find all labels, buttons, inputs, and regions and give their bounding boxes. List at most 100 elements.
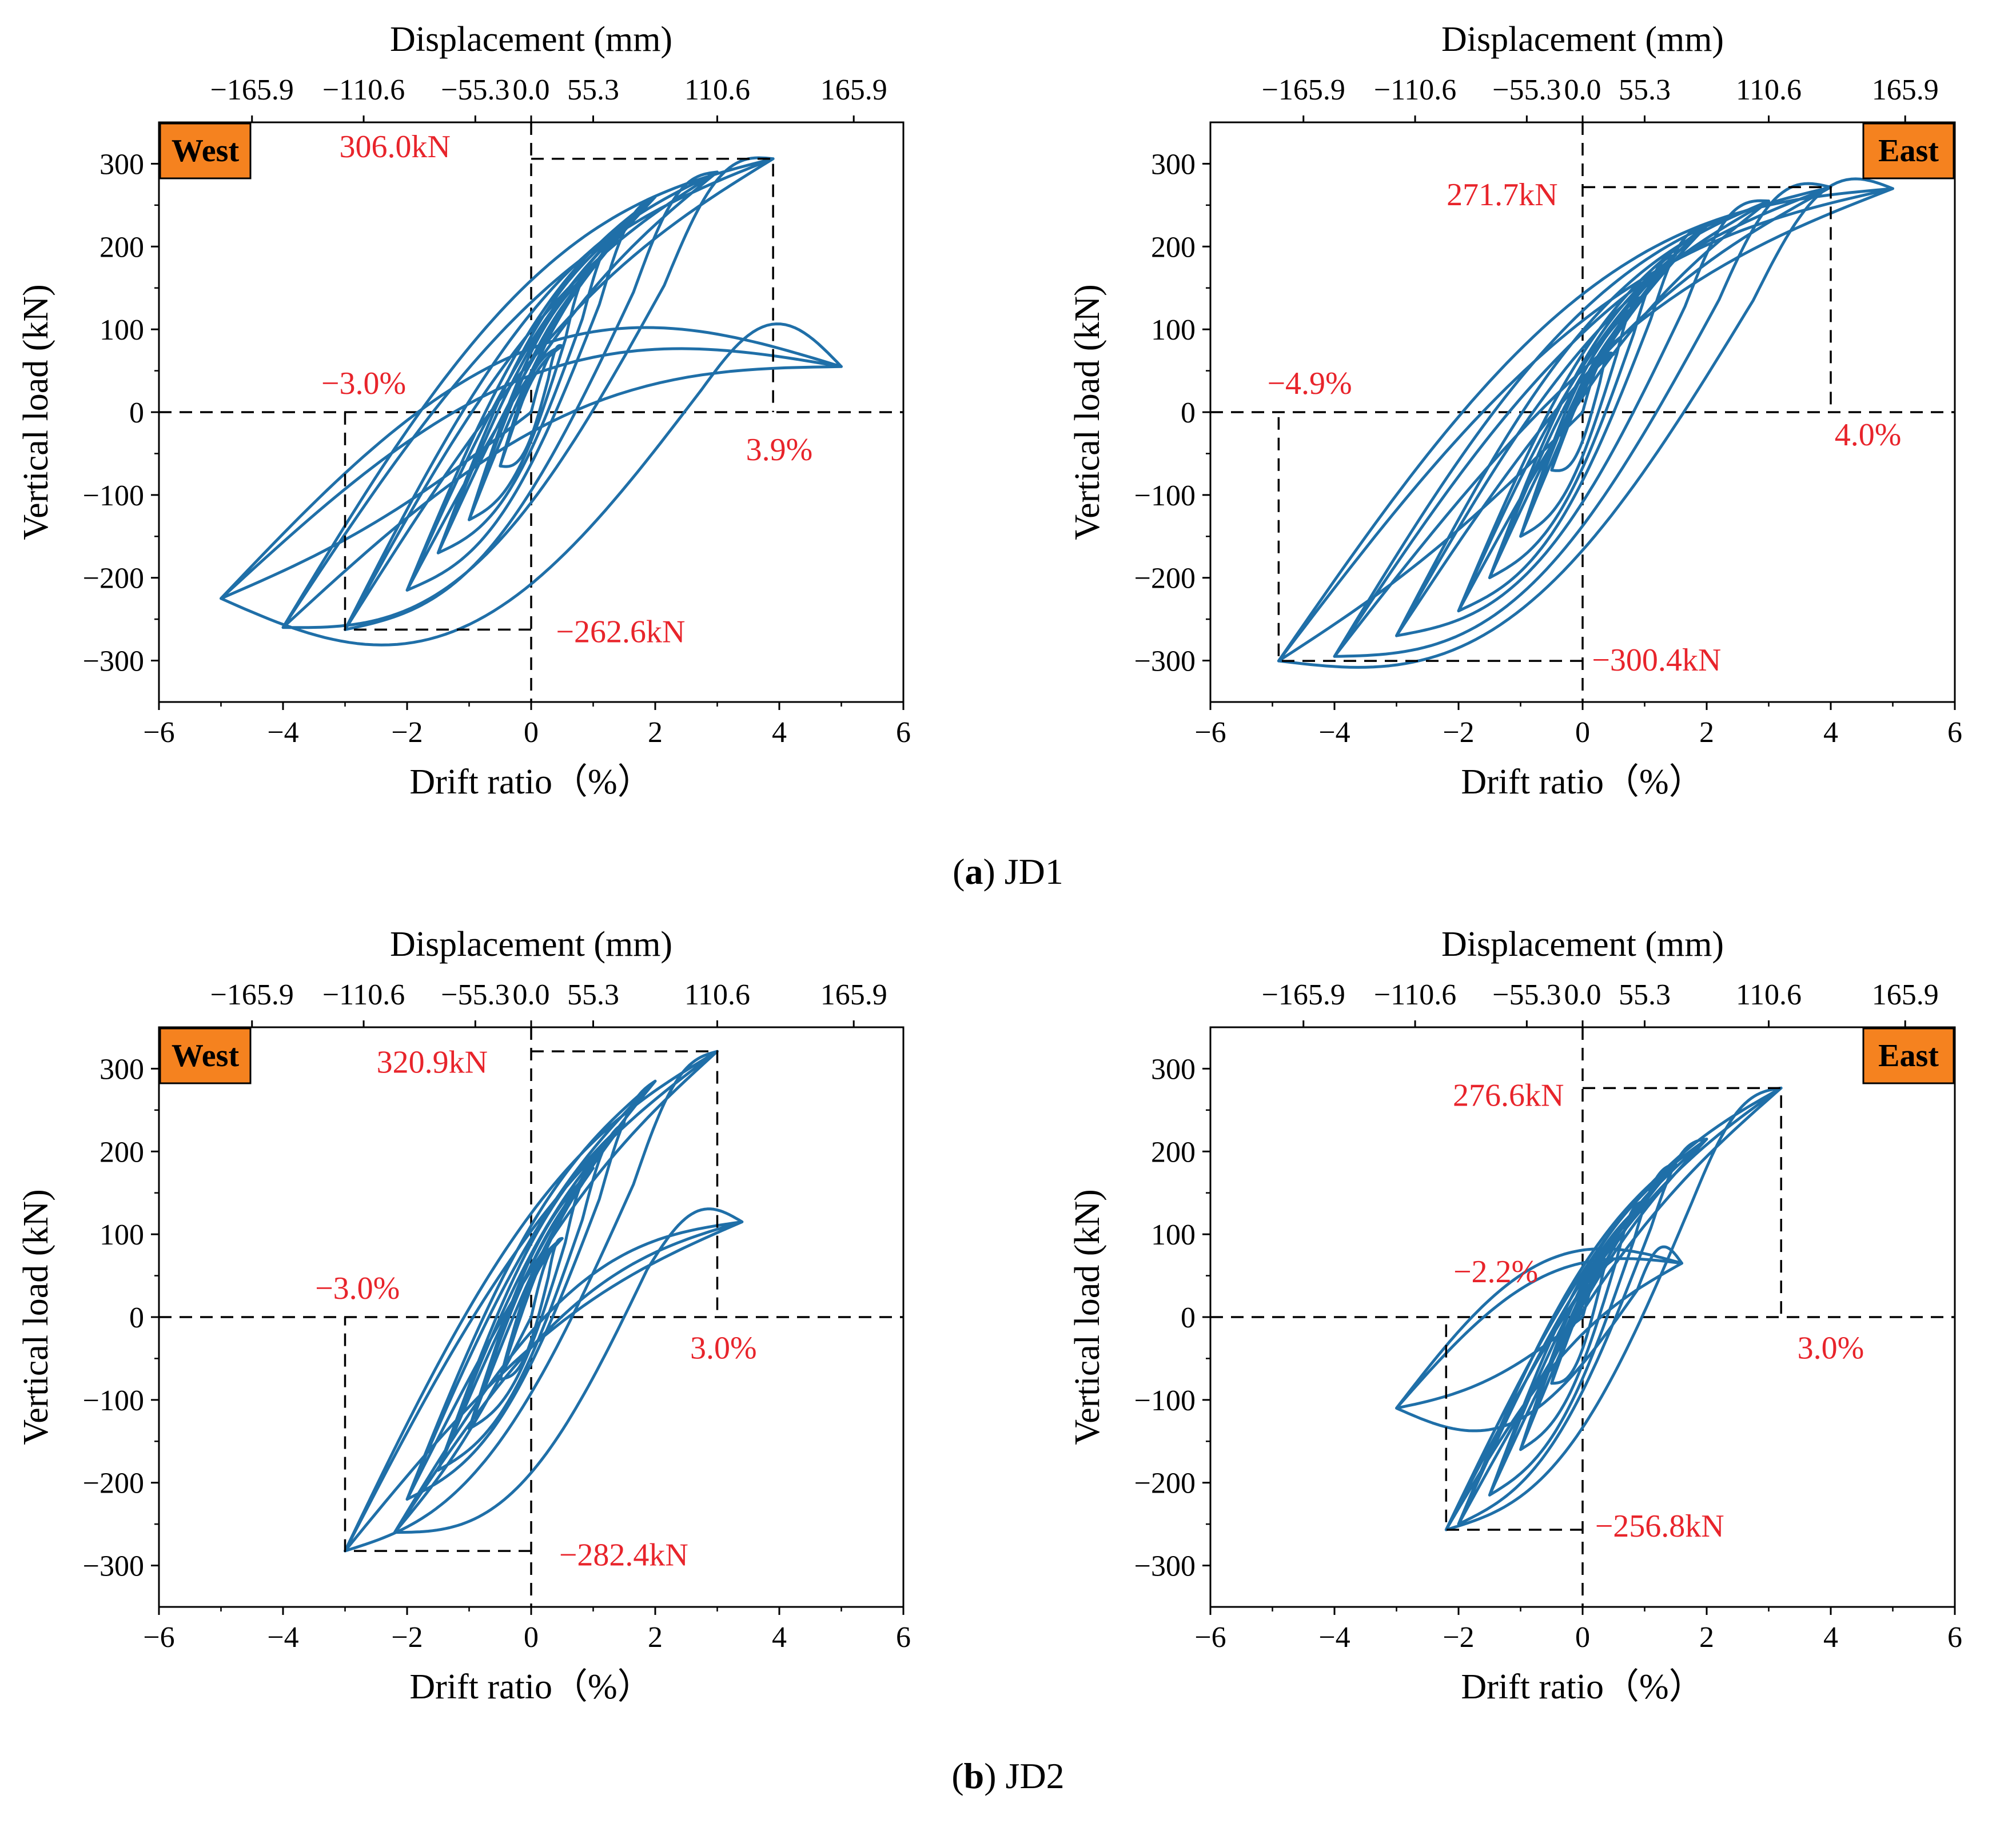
top-axis-title: Displacement (mm) [390,20,672,59]
direction-badge: East [1862,1027,1955,1084]
top-x-tick-label: 55.3 [1619,979,1671,1011]
x-tick-label: −2 [1443,1621,1474,1654]
top-x-tick-label: 110.6 [1736,979,1802,1011]
x-tick-label: 4 [1823,716,1838,749]
peak-annotation: −300.4kN [1592,643,1721,678]
y-tick-label: −300 [83,645,144,678]
x-tick-label: −2 [1443,716,1474,749]
x-tick-label: 6 [896,1621,911,1654]
top-x-tick-label: 110.6 [684,979,750,1011]
top-x-tick-label: −165.9 [210,74,294,106]
chart-panel-4: −6 −4 −2 0 2 4 6 −165.9 −110.6 −55.3 0.0 55.3 110.6 1… [1068,925,1962,1706]
y-tick-label: 300 [99,1053,144,1086]
top-axis-title: Displacement (mm) [1441,20,1724,59]
top-x-tick-label: −110.6 [1374,74,1456,106]
top-x-tick-label: −165.9 [1262,979,1345,1011]
peak-annotation: −2.2% [1453,1254,1538,1290]
top-x-tick-label: −55.3 [1492,74,1561,106]
peak-annotation: 3.9% [746,432,813,468]
peak-positive-guide [1583,186,1832,412]
badge-label: East [1878,1038,1939,1074]
y-tick-label: 0 [1181,397,1196,429]
peak-annotation: −3.0% [321,366,406,401]
badge-box [1862,122,1955,179]
direction-badge: West [159,1027,252,1084]
y-tick-label: 200 [99,1136,144,1168]
y-tick-label: −300 [83,1550,144,1583]
top-axis-title: Displacement (mm) [1441,925,1724,964]
peak-annotation: 3.0% [1798,1330,1864,1366]
hysteresis-curve [1277,177,1894,669]
y-tick-label: 200 [99,231,144,264]
caption-open: ( [951,1756,963,1796]
top-x-tick-label: 55.3 [567,979,619,1011]
top-x-tick-label: −110.6 [322,74,405,106]
x-tick-label: −4 [267,1621,298,1654]
hysteresis-curve [220,156,843,647]
x-tick-label: −2 [391,716,423,749]
x-tick-label: −6 [143,716,174,749]
chart-panel-2: −6 −4 −2 0 2 4 6 −165.9 −110.6 −55.3 0.0 55.3 110.6 1… [1068,20,1962,801]
y-axis-title: Vertical load (kN) [17,1189,55,1445]
y-tick-label: 300 [99,148,144,181]
y-tick-label: 100 [1151,314,1196,346]
x-tick-label: 0 [1575,1621,1590,1654]
top-x-tick-label: 55.3 [1619,74,1671,106]
peak-annotation: 3.0% [690,1330,757,1366]
top-x-tick-label: 0.0 [513,74,550,106]
peak-annotation: 276.6kN [1453,1078,1564,1114]
y-tick-label: 0 [1181,1302,1196,1334]
top-x-tick-label: 165.9 [820,979,887,1011]
peak-annotation: 271.7kN [1447,177,1557,213]
top-x-tick-label: 0.0 [1564,979,1601,1011]
hysteresis-curve [344,1050,744,1553]
y-tick-label: −100 [83,1385,144,1417]
top-x-tick-label: 0.0 [1564,74,1601,106]
x-tick-label: 6 [1947,1621,1962,1654]
top-x-tick-label: −165.9 [1262,74,1345,106]
caption-letter: a [965,851,983,892]
x-tick-label: −6 [1194,716,1226,749]
top-x-tick-label: −110.6 [1374,979,1456,1011]
peak-annotation: 306.0kN [339,129,450,165]
top-x-tick-label: −165.9 [210,979,294,1011]
x-tick-label: 2 [1699,716,1714,749]
badge-box [159,122,252,179]
top-x-tick-label: −55.3 [441,74,509,106]
top-axis-title: Displacement (mm) [390,925,672,964]
y-tick-label: −200 [1134,563,1196,595]
y-tick-label: −300 [1134,1550,1196,1583]
y-tick-label: −100 [1134,480,1196,512]
peak-annotation: −3.0% [315,1271,400,1306]
peak-annotation: −256.8kN [1595,1509,1724,1544]
x-tick-label: −6 [143,1621,174,1654]
x-tick-label: −2 [391,1621,423,1654]
peak-positive-guide [531,1050,719,1317]
y-tick-label: −200 [1134,1467,1196,1500]
badge-box [1862,1027,1955,1084]
caption-open: ( [953,851,965,892]
x-tick-label: 4 [1823,1621,1838,1654]
x-axis-title: Drift ratio（%） [409,1668,652,1706]
y-tick-label: −200 [83,1467,144,1500]
y-tick-label: −200 [83,563,144,595]
y-tick-label: 100 [1151,1219,1196,1251]
top-x-tick-label: 0.0 [513,979,550,1011]
peak-annotation: −282.4kN [559,1538,688,1573]
top-x-tick-label: 165.9 [1872,979,1939,1011]
top-x-tick-label: −55.3 [441,979,509,1011]
y-tick-label: −100 [83,480,144,512]
hysteresis-curve [1395,1086,1783,1531]
x-tick-label: 2 [648,1621,663,1654]
peak-positive-guide [1583,1087,1782,1317]
peak-annotation: 320.9kN [377,1045,488,1080]
x-axis-title: Drift ratio（%） [409,763,652,801]
caption-rest: ) JD2 [984,1756,1064,1796]
peak-negative-guide [344,1317,531,1552]
peak-annotation: −4.9% [1267,366,1352,401]
peak-negative-guide [344,412,531,631]
peak-annotation: −262.6kN [556,615,685,650]
top-x-tick-label: 165.9 [820,74,887,106]
top-x-tick-label: 110.6 [1736,74,1802,106]
